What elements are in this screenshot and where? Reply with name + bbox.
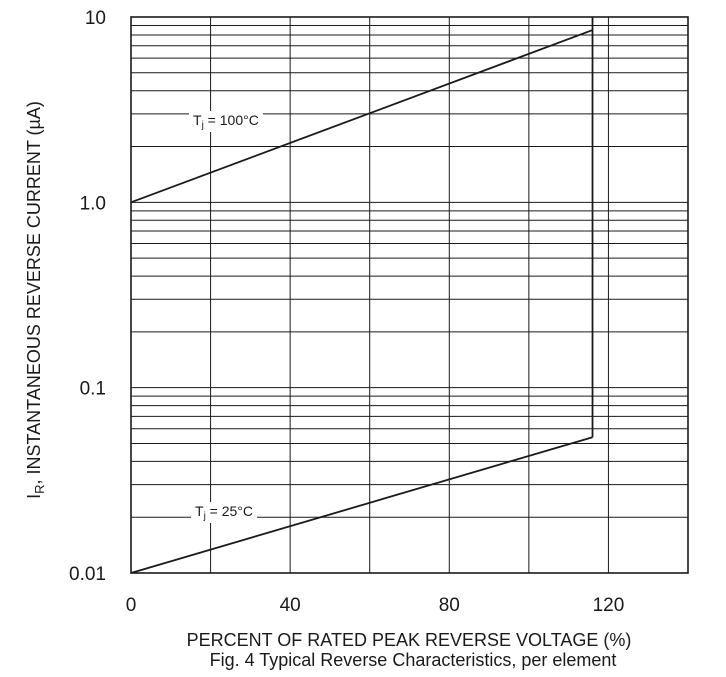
x-tick-label: 40 xyxy=(280,595,301,616)
grid-layer xyxy=(131,17,688,573)
y-tick-label: 10 xyxy=(85,8,106,29)
y-tick-label: 0.1 xyxy=(80,379,106,400)
annotation-layer: Tj = 100°C Tj = 25°C xyxy=(189,111,263,523)
x-axis-label: PERCENT OF RATED PEAK REVERSE VOLTAGE (%… xyxy=(187,630,632,650)
series-line-0 xyxy=(130,29,593,204)
series-label-bg-100c xyxy=(189,111,263,132)
x-tick-label: 0 xyxy=(126,595,137,616)
series-label-bg-25c xyxy=(191,502,258,523)
x-tick-label: 120 xyxy=(593,595,625,616)
series-layer xyxy=(130,17,594,574)
y-tick-labels: 0.01 0.1 1.0 10 xyxy=(69,8,106,585)
figure-caption: Fig. 4 Typical Reverse Characteristics, … xyxy=(210,650,617,670)
series-label-25c: Tj = 25°C xyxy=(195,503,253,522)
y-tick-label: 0.01 xyxy=(69,564,106,585)
series-line-1 xyxy=(130,436,593,574)
plot-frame xyxy=(130,16,689,574)
y-axis-label: IR, INSTANTANEOUS REVERSE CURRENT (µA) xyxy=(24,101,47,499)
series-label-100c: Tj = 100°C xyxy=(193,112,259,131)
y-tick-label: 1.0 xyxy=(80,193,106,214)
x-tick-label: 80 xyxy=(439,595,460,616)
x-tick-labels: 0 40 80 120 xyxy=(126,595,625,616)
